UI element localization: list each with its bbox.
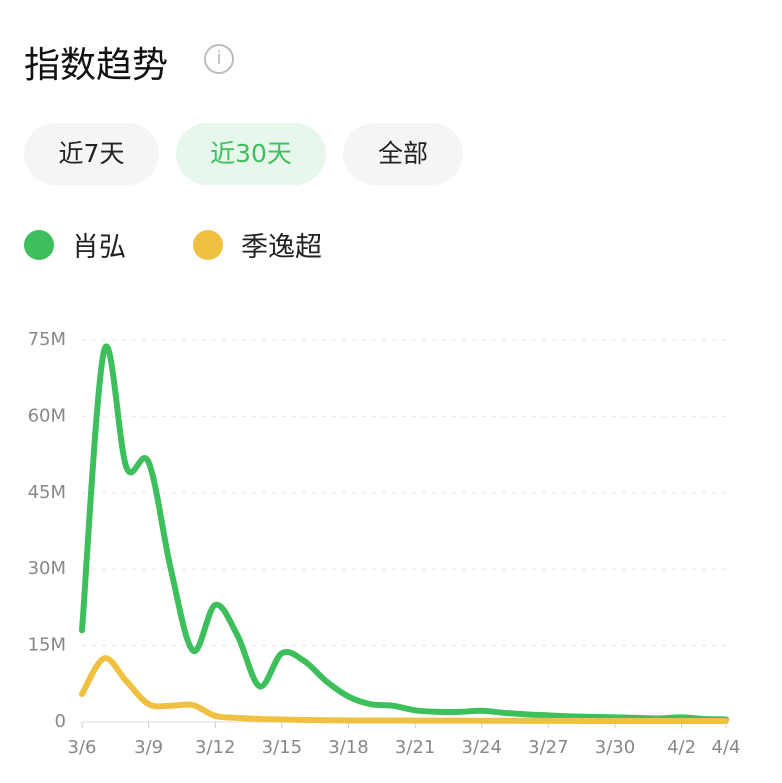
series-line — [79, 655, 729, 724]
x-tick-label: 3/21 — [395, 737, 435, 758]
y-tick-label: 45M — [28, 482, 66, 503]
legend-label: 肖弘 — [72, 232, 126, 263]
y-tick-label: 30M — [28, 558, 66, 579]
legend-item[interactable]: 季逸超 — [193, 225, 322, 264]
legend-swatch — [193, 229, 223, 260]
legend-label: 季逸超 — [241, 232, 322, 263]
info-icon[interactable]: i — [204, 44, 234, 74]
x-tick-label: 4/4 — [712, 737, 741, 758]
legend-swatch — [24, 229, 54, 260]
x-tick-label: 4/2 — [667, 737, 696, 758]
x-tick-label: 3/15 — [262, 737, 302, 758]
title: 指数趋势 — [24, 45, 169, 86]
legend-item[interactable]: 肖弘 — [24, 225, 126, 264]
series-line — [79, 343, 729, 723]
x-tick-label: 3/9 — [134, 737, 163, 758]
tab[interactable]: 近7天 — [24, 123, 159, 185]
x-tick-label: 3/27 — [528, 737, 568, 758]
x-tick-label: 3/18 — [328, 737, 368, 758]
x-tick-label: 3/12 — [195, 737, 235, 758]
x-tick-label: 3/24 — [462, 737, 502, 758]
x-tick-label: 3/6 — [68, 737, 97, 758]
y-tick-label: 75M — [28, 329, 66, 350]
tab[interactable]: 全部 — [343, 123, 463, 185]
y-tick-label: 15M — [28, 635, 66, 656]
tab[interactable]: 近30天 — [176, 123, 326, 185]
y-tick-label: 60M — [28, 405, 66, 426]
chart: 0 15M 30M 45M 60M 75M 3/6 3/9 3/12 3/15 3/18 3/21 3/… — [28, 329, 741, 758]
y-tick-label: 0 — [55, 711, 66, 732]
x-tick-label: 3/30 — [595, 737, 635, 758]
